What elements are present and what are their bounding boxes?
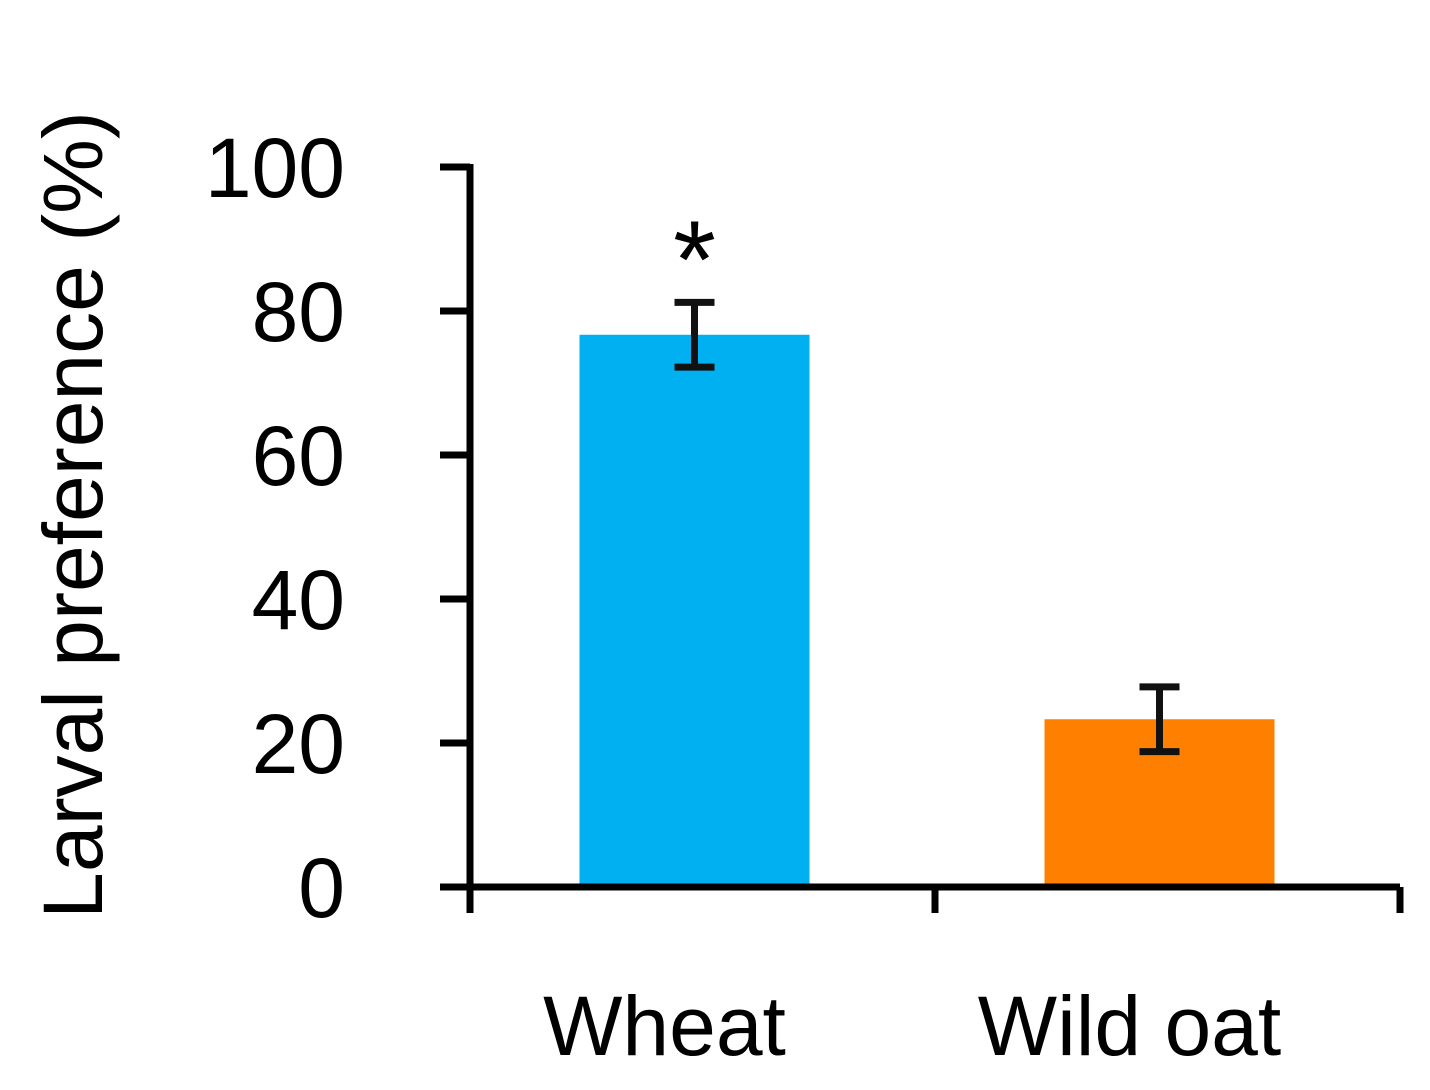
y-tick-label: 40 [252,553,345,647]
error-bars [674,298,1180,756]
x-axis-labels: Wheat Wild oat [543,979,1281,1073]
bars [579,334,1275,887]
y-axis-title: Larval preference (%) [26,111,120,919]
y-tick-label: 60 [252,409,345,503]
x-axis-ticks [466,887,1404,913]
x-category-label: Wild oat [978,979,1281,1073]
axes [440,164,1400,913]
y-tick-label: 80 [252,265,345,359]
bar [579,334,810,887]
y-tick-label: 20 [252,697,345,791]
significance-marks: * [673,198,716,321]
y-tick-label: 0 [298,841,345,935]
x-category-label: Wheat [543,979,786,1073]
significance-asterisk: * [673,198,716,321]
y-axis-ticks: 0 20 40 60 80 100 [205,121,470,935]
y-tick-label: 100 [205,121,345,215]
